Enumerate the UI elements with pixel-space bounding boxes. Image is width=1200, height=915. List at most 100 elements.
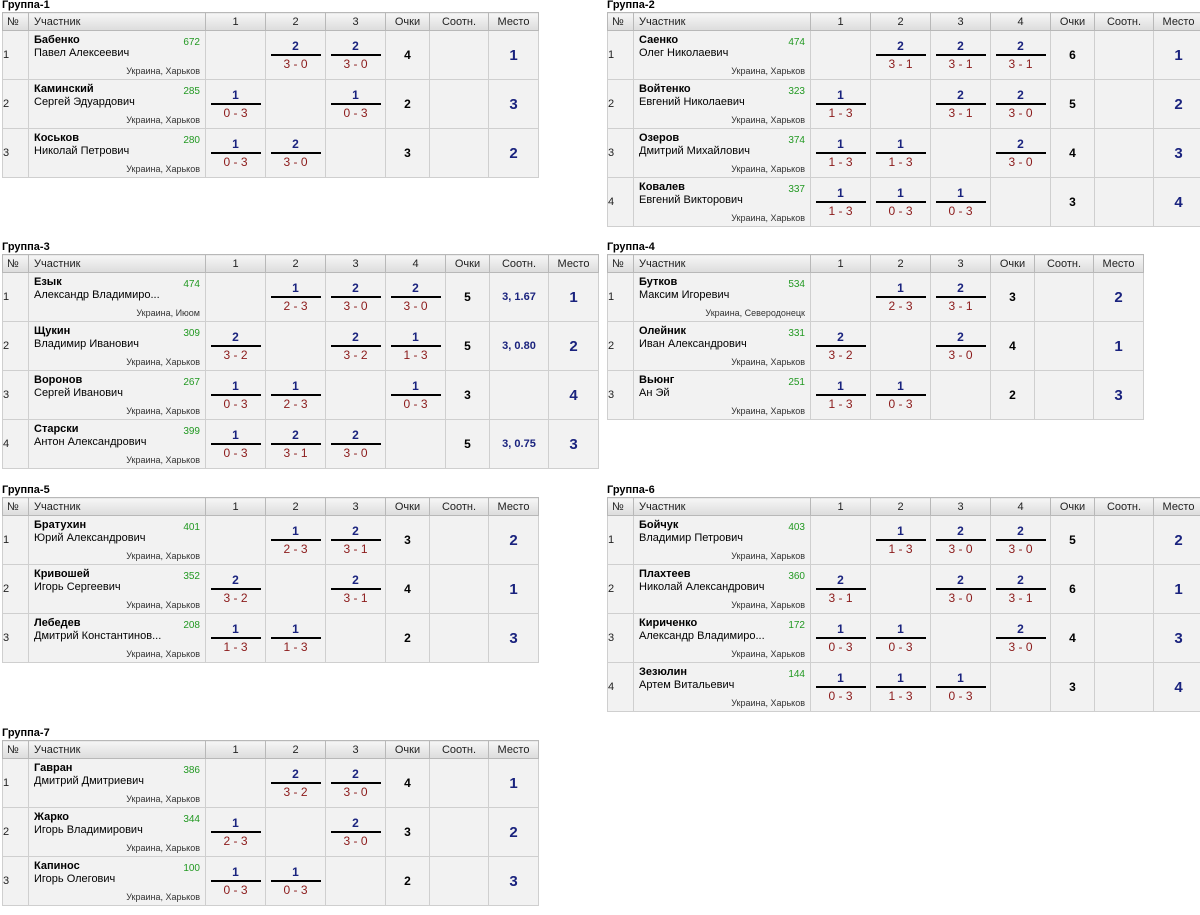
header-points[interactable]: Очки: [385, 497, 430, 516]
header-place[interactable]: Место: [488, 497, 539, 516]
player-surname[interactable]: Бабенко: [34, 34, 80, 46]
header-opponent-3[interactable]: 3: [930, 254, 991, 273]
header-ratio[interactable]: Соотн.: [1034, 254, 1094, 273]
player-cell[interactable]: Плахтеев Николай Александрович 360 Украина,…: [633, 564, 811, 614]
player-surname[interactable]: Ковалев: [639, 181, 685, 193]
player-surname[interactable]: Бутков: [639, 276, 678, 288]
header-points[interactable]: Очки: [445, 254, 490, 273]
header-opponent-1[interactable]: 1: [810, 254, 871, 273]
player-surname[interactable]: Братухин: [34, 519, 87, 531]
player-cell[interactable]: Ковалев Евгений Викторович 337 Украина, Хар…: [633, 177, 811, 227]
header-points[interactable]: Очки: [385, 12, 430, 31]
header-player[interactable]: Участник: [633, 12, 811, 31]
player-surname[interactable]: Саенко: [639, 34, 679, 46]
player-surname[interactable]: Кириченко: [639, 617, 698, 629]
player-cell[interactable]: Щукин Владимир Иванович 309 Украина, Харько…: [28, 321, 206, 371]
player-cell[interactable]: Капинос Игорь Олегович 100 Украина, Харьков: [28, 856, 206, 906]
player-cell[interactable]: Войтенко Евгений Николаевич 323 Украина, Ха…: [633, 79, 811, 129]
player-surname[interactable]: Лебедев: [34, 617, 81, 629]
player-cell[interactable]: Коськов Николай Петрович 280 Украина, Харьк…: [28, 128, 206, 178]
header-place[interactable]: Место: [548, 254, 599, 273]
header-opponent-2[interactable]: 2: [870, 497, 931, 516]
header-place[interactable]: Место: [1153, 497, 1200, 516]
header-player[interactable]: Участник: [28, 12, 206, 31]
player-cell[interactable]: Саенко Олег Николаевич 474 Украина, Харьков: [633, 30, 811, 80]
header-opponent-2[interactable]: 2: [870, 254, 931, 273]
header-opponent-4[interactable]: 4: [990, 12, 1051, 31]
player-surname[interactable]: Войтенко: [639, 83, 691, 95]
header-opponent-3[interactable]: 3: [930, 497, 991, 516]
header-opponent-1[interactable]: 1: [205, 12, 266, 31]
header-opponent-2[interactable]: 2: [265, 497, 326, 516]
header-ratio[interactable]: Соотн.: [1094, 12, 1154, 31]
header-opponent-1[interactable]: 1: [810, 497, 871, 516]
player-cell[interactable]: Лебедев Дмитрий Константинов... 208 Украина…: [28, 613, 206, 663]
header-opponent-1[interactable]: 1: [205, 740, 266, 759]
header-ratio[interactable]: Соотн.: [429, 740, 489, 759]
header-num[interactable]: №: [607, 12, 634, 31]
header-place[interactable]: Место: [1153, 12, 1200, 31]
header-points[interactable]: Очки: [1050, 12, 1095, 31]
player-surname[interactable]: Озеров: [639, 132, 680, 144]
header-player[interactable]: Участник: [28, 254, 206, 273]
player-cell[interactable]: Озеров Дмитрий Михайлович 374 Украина, Харь…: [633, 128, 811, 178]
player-surname[interactable]: Бойчук: [639, 519, 679, 531]
player-cell[interactable]: Воронов Сергей Иванович 267 Украина, Харько…: [28, 370, 206, 420]
player-cell[interactable]: Кривошей Игорь Сергеевич 352 Украина, Харьк…: [28, 564, 206, 614]
header-ratio[interactable]: Соотн.: [1094, 497, 1154, 516]
player-surname[interactable]: Олейник: [639, 325, 687, 337]
header-place[interactable]: Место: [488, 740, 539, 759]
header-num[interactable]: №: [2, 12, 29, 31]
player-cell[interactable]: Зезюлин Артем Витальевич 144 Украина, Харьк…: [633, 662, 811, 712]
header-opponent-2[interactable]: 2: [265, 12, 326, 31]
header-opponent-3[interactable]: 3: [325, 254, 386, 273]
header-opponent-2[interactable]: 2: [265, 254, 326, 273]
player-surname[interactable]: Коськов: [34, 132, 80, 144]
header-player[interactable]: Участник: [633, 497, 811, 516]
header-num[interactable]: №: [2, 740, 29, 759]
player-cell[interactable]: Старски Антон Александрович 399 Украина, Ха…: [28, 419, 206, 469]
header-opponent-1[interactable]: 1: [205, 497, 266, 516]
header-opponent-2[interactable]: 2: [265, 740, 326, 759]
player-cell[interactable]: Бабенко Павел Алексеевич 672 Украина, Харьк…: [28, 30, 206, 80]
header-player[interactable]: Участник: [28, 740, 206, 759]
header-ratio[interactable]: Соотн.: [429, 497, 489, 516]
header-opponent-4[interactable]: 4: [990, 497, 1051, 516]
player-cell[interactable]: Кириченко Александр Владимиро... 172 Украин…: [633, 613, 811, 663]
player-cell[interactable]: Вьюнг Ан Эй 251 Украина, Харьков: [633, 370, 811, 420]
player-surname[interactable]: Воронов: [34, 374, 83, 386]
header-opponent-2[interactable]: 2: [870, 12, 931, 31]
player-surname[interactable]: Жарко: [34, 811, 69, 823]
